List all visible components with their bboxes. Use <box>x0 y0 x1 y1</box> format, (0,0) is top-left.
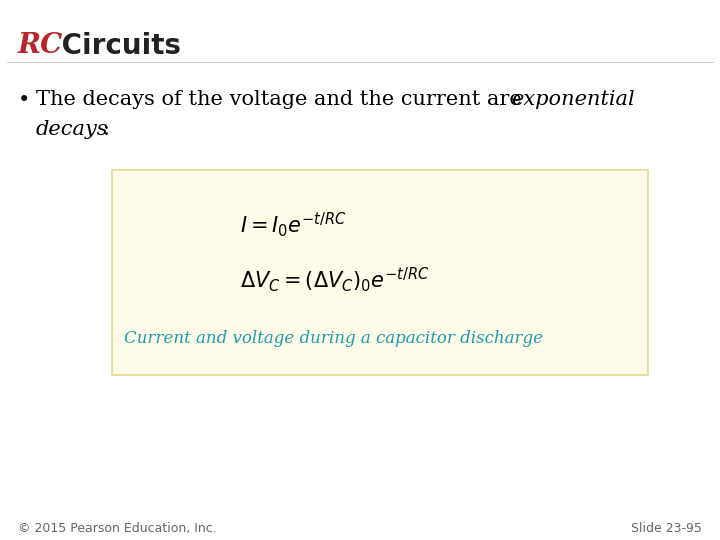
Text: Circuits: Circuits <box>52 32 181 60</box>
Text: :: : <box>103 120 110 139</box>
Text: Slide 23-95: Slide 23-95 <box>631 522 702 535</box>
Text: © 2015 Pearson Education, Inc.: © 2015 Pearson Education, Inc. <box>18 522 217 535</box>
Text: RC: RC <box>18 32 63 59</box>
Text: The decays of the voltage and the current are: The decays of the voltage and the curren… <box>36 90 528 109</box>
Text: Current and voltage during a capacitor discharge: Current and voltage during a capacitor d… <box>124 330 543 347</box>
Bar <box>112 170 648 375</box>
Text: exponential: exponential <box>511 90 634 109</box>
Text: $\Delta V_C = (\Delta V_C)_0e^{-t/RC}$: $\Delta V_C = (\Delta V_C)_0e^{-t/RC}$ <box>240 265 430 294</box>
Text: $I = I_0e^{-t/RC}$: $I = I_0e^{-t/RC}$ <box>240 210 346 239</box>
Text: decays: decays <box>36 120 109 139</box>
Text: •: • <box>18 90 30 110</box>
